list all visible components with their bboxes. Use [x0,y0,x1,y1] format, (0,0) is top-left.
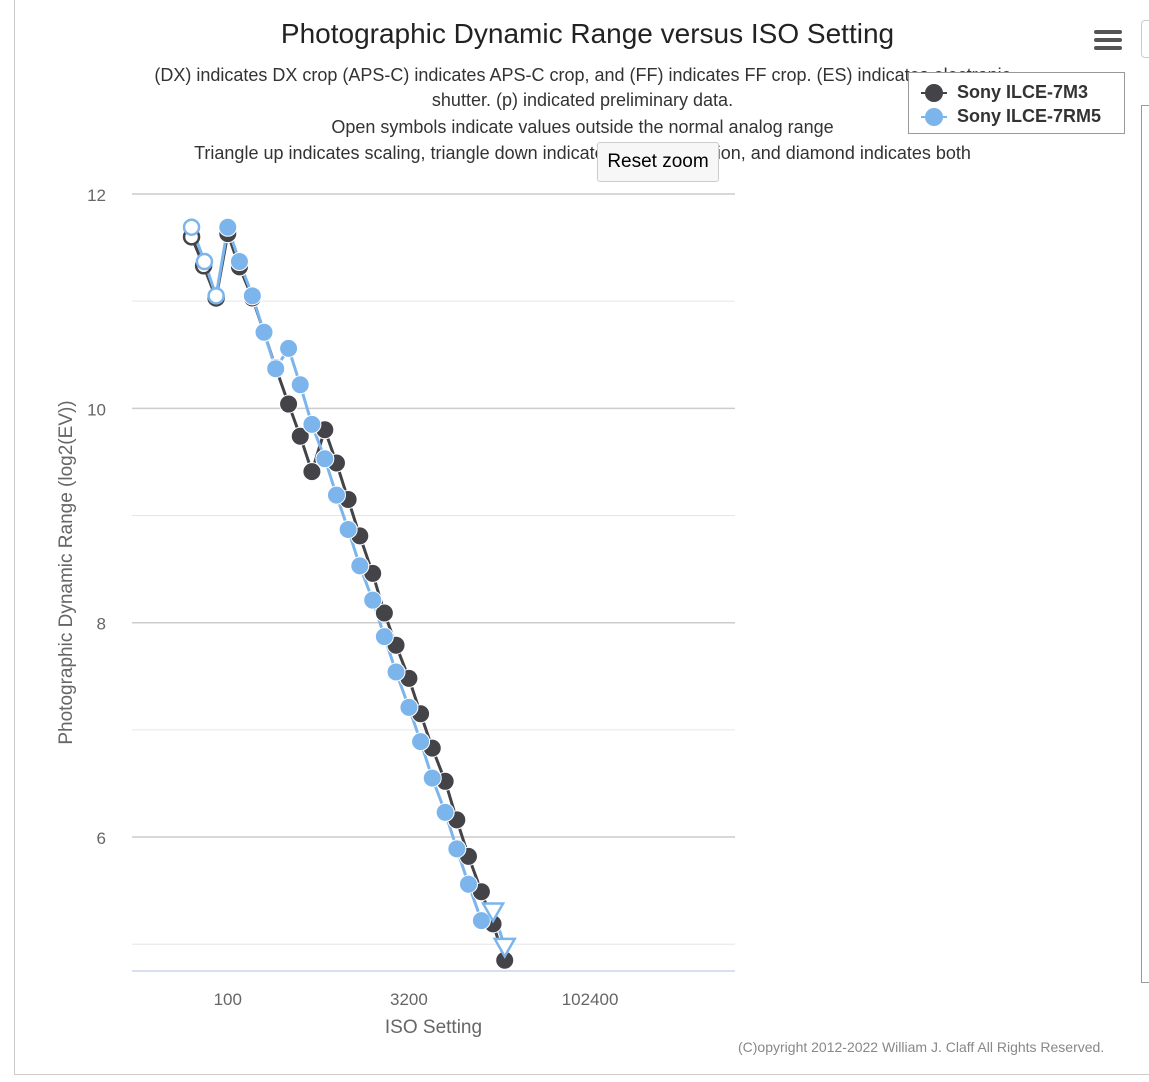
data-point-triangle-down [480,902,506,924]
data-point [471,911,491,931]
data-point [350,556,370,576]
data-point [242,286,262,306]
x-tick-label: 3200 [390,990,428,1009]
data-point [302,414,322,434]
data-point-open [207,287,225,305]
legend-item-series-2[interactable]: Sony ILCE-7RM5 [921,105,1121,131]
data-point [374,627,394,647]
data-point [218,217,238,237]
data-point [302,462,322,482]
data-point [254,322,274,342]
data-point [266,359,286,379]
series-line-2 [190,226,507,947]
data-point [229,252,249,272]
chart-subtitle-line-1: (DX) indicates DX crop (APS-C) indicates… [154,65,1011,85]
x-tick-label: 102400 [562,990,619,1009]
copyright-text: (C)opyright 2012-2022 William J. Claff A… [738,1039,1105,1055]
legend-item-series-1[interactable]: Sony ILCE-7M3 [921,81,1121,107]
chart-legend: Sony ILCE-7M3 Sony ILCE-7RM5 [908,72,1125,134]
data-point [386,662,406,682]
data-point [338,519,358,539]
y-tick-label: 10 [87,400,106,419]
side-tab[interactable] [1141,20,1149,58]
chart-subtitle-line-4: Triangle up indicates scaling, triangle … [194,143,971,163]
data-point [290,375,310,395]
data-point-open [195,252,214,271]
data-point [326,485,346,505]
legend-marker-series-2 [925,108,943,126]
data-point [458,874,478,894]
chart-subtitle-line-3: Open symbols indicate values outside the… [331,117,834,137]
data-point [411,732,431,752]
legend-label-series-1: Sony ILCE-7M3 [957,82,1089,102]
data-point [447,839,467,859]
side-panel [1141,105,1149,983]
data-point-triangle-down [492,937,517,959]
y-tick-label: 8 [97,615,106,634]
y-axis-title: Photographic Dynamic Range (log2(EV)) [56,400,77,744]
legend-label-series-2: Sony ILCE-7RM5 [957,106,1102,126]
data-point [399,697,419,717]
data-point [279,394,299,414]
y-tick-label: 6 [97,829,106,848]
data-point [279,338,299,358]
chart-subtitle-line-2: shutter. (p) indicated preliminary data. [431,90,734,110]
legend-marker-series-1 [925,84,943,102]
data-point [290,426,310,446]
data-point-open [182,218,201,236]
data-point [422,768,442,788]
y-tick-label: 12 [87,186,106,205]
data-point [315,449,335,469]
data-point [363,590,383,610]
reset-zoom-button[interactable]: Reset zoom [597,142,719,182]
chart-frame [14,0,1149,1075]
x-tick-label: 100 [214,990,242,1009]
hamburger-menu-icon[interactable] [1089,26,1127,58]
chart-title: Photographic Dynamic Range versus ISO Se… [280,18,895,49]
x-axis-title: ISO Setting [385,1017,482,1038]
data-point [435,802,455,822]
data-point [374,603,394,623]
